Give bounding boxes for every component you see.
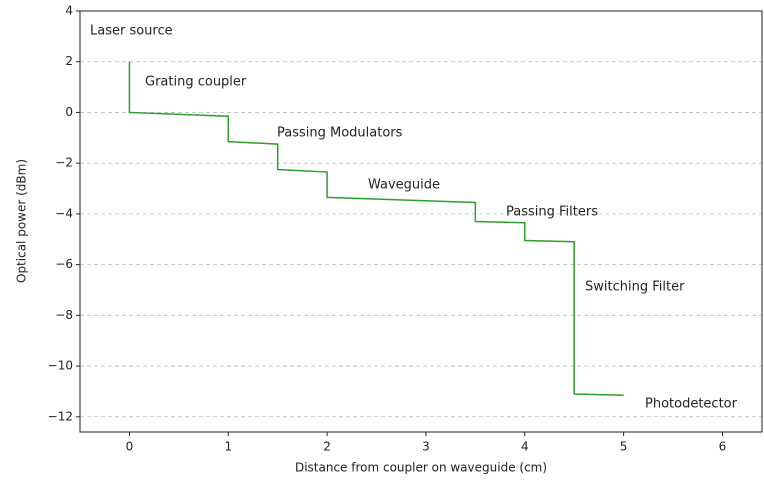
- x-tick-label: 0: [126, 440, 134, 454]
- y-tick-label: −10: [48, 359, 73, 373]
- line-series: [128, 61, 624, 396]
- axes-frame: [79, 10, 763, 433]
- y-tick-label: 2: [65, 54, 73, 68]
- y-tick-label: 4: [65, 4, 73, 18]
- annotation: Switching Filter: [585, 280, 685, 295]
- annotation: Passing Filters: [506, 205, 598, 220]
- annotation: Grating coupler: [145, 75, 247, 90]
- annotation: Waveguide: [368, 178, 440, 193]
- y-tick-label: 0: [65, 105, 73, 119]
- plot-area: [80, 10, 762, 418]
- y-tick-label: −2: [55, 156, 73, 170]
- y-tick-label: −8: [55, 308, 73, 322]
- x-axis-label: Distance from coupler on waveguide (cm): [295, 461, 547, 475]
- y-axis-label: Optical power (dBm): [15, 159, 29, 283]
- y-tick-label: −4: [55, 206, 73, 220]
- annotation: Photodetector: [645, 397, 738, 412]
- y-tick-label: −6: [55, 257, 73, 271]
- x-tick-label: 1: [224, 440, 232, 454]
- annotation: Passing Modulators: [277, 126, 403, 141]
- x-tick-label: 4: [521, 440, 529, 454]
- annotation: Laser source: [90, 24, 173, 39]
- x-tick-label: 3: [422, 440, 430, 454]
- y-tick-label: −12: [48, 409, 73, 423]
- x-tick-label: 6: [719, 440, 727, 454]
- x-tick-label: 5: [620, 440, 628, 454]
- x-tick-label: 2: [323, 440, 331, 454]
